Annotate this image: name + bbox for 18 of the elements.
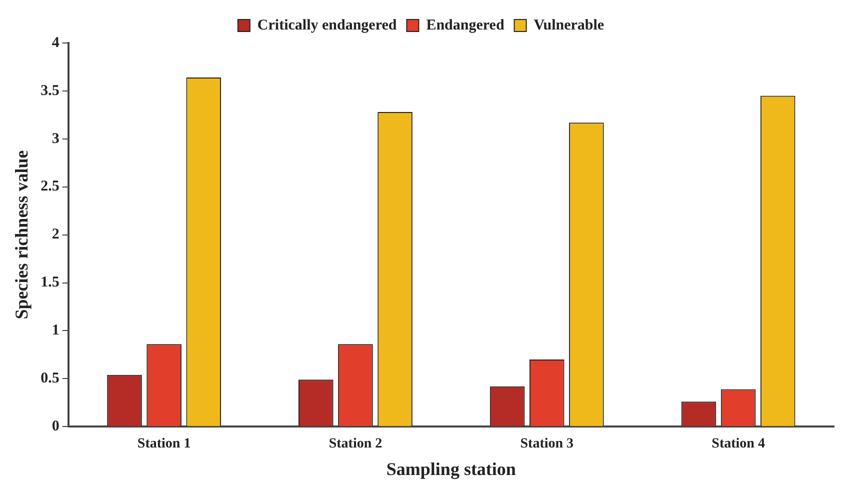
y-tick-label: 3.5 xyxy=(40,82,60,99)
x-tick-label: Station 3 xyxy=(520,436,574,452)
y-tick-label: 4 xyxy=(52,34,60,51)
y-tick-label: 2 xyxy=(52,226,60,243)
x-tick-label: Station 1 xyxy=(137,436,191,452)
x-axis-title: Sampling station xyxy=(386,458,516,479)
y-tick-label: 1 xyxy=(52,322,60,339)
y-tick-label: 1.5 xyxy=(40,274,60,291)
y-tick-label: 2.5 xyxy=(40,178,60,195)
y-tick-label: 3 xyxy=(52,130,60,147)
legend-label: Endangered xyxy=(426,17,505,34)
y-tick-label: 0 xyxy=(52,418,60,434)
x-tick-label: Station 2 xyxy=(328,436,382,452)
x-tick-label: Station 4 xyxy=(712,436,765,452)
legend-label: Vulnerable xyxy=(534,17,604,34)
y-axis-title: Species richness value xyxy=(11,150,32,320)
legend-label: Critically endangered xyxy=(257,17,398,34)
y-tick-label: 0.5 xyxy=(40,370,60,387)
